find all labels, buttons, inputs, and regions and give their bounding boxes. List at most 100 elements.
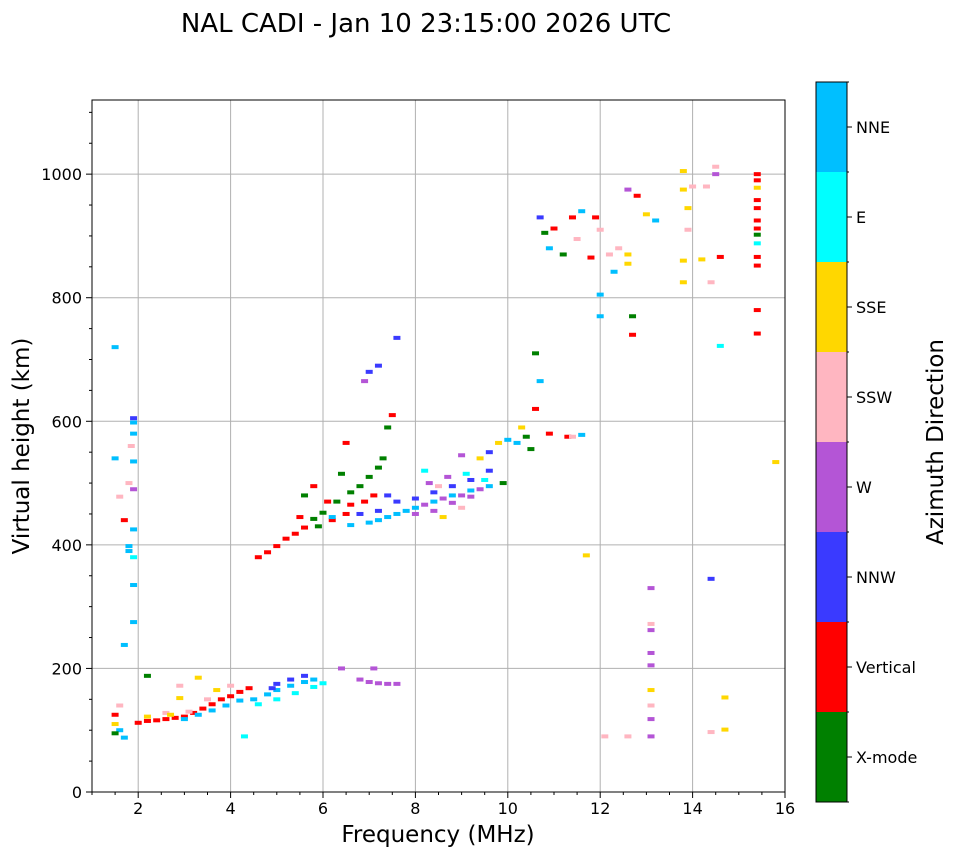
echo-point — [485, 468, 493, 473]
echo-point — [130, 420, 138, 425]
echo-point — [522, 434, 530, 439]
echo-point — [240, 734, 248, 739]
echo-point — [130, 459, 138, 464]
colorbar-label: NNE — [856, 118, 890, 137]
echo-point — [264, 550, 272, 555]
echo-point — [365, 474, 373, 479]
echo-point — [721, 695, 729, 700]
x-axis-label: Frequency (MHz) — [341, 822, 534, 848]
echo-point — [388, 413, 396, 418]
echo-point — [485, 450, 493, 455]
echo-point — [430, 490, 438, 495]
echo-point — [702, 184, 710, 189]
echo-point — [356, 484, 364, 489]
echo-point — [545, 431, 553, 436]
echo-point — [296, 515, 304, 520]
echo-point — [314, 524, 322, 529]
echo-point — [707, 730, 715, 735]
echo-point — [356, 677, 364, 682]
echo-point — [180, 717, 188, 722]
colorbar-label: X-mode — [856, 748, 917, 767]
echo-cluster — [134, 666, 401, 725]
echo-point — [467, 477, 475, 482]
echo-point — [435, 484, 442, 489]
y-tick-label: 0 — [72, 783, 82, 802]
echo-point — [273, 688, 281, 693]
echo-point — [254, 702, 262, 707]
echo-cluster — [111, 345, 138, 740]
echo-point — [633, 193, 641, 198]
echo-point — [125, 549, 133, 554]
echo-point — [679, 187, 687, 192]
plot-background — [92, 100, 785, 792]
colorbar-title: Azimuth Direction — [923, 339, 949, 545]
colorbar-segment — [816, 262, 847, 352]
echo-point — [199, 706, 207, 711]
echo-point — [753, 206, 761, 211]
echo-point — [596, 227, 604, 232]
echo-point — [222, 703, 230, 708]
echo-point — [393, 335, 401, 340]
echo-point — [467, 494, 475, 499]
echo-point — [421, 468, 429, 473]
echo-point — [374, 681, 382, 686]
echo-point — [111, 722, 119, 727]
echo-point — [753, 198, 761, 203]
echo-point — [393, 511, 401, 516]
x-tick-label: 10 — [498, 799, 518, 818]
echo-point — [712, 164, 720, 169]
colorbar-segment — [816, 172, 847, 262]
echo-point — [753, 178, 761, 183]
echo-point — [753, 331, 761, 336]
echo-point — [610, 269, 618, 274]
echo-point — [250, 697, 258, 702]
echo-point — [236, 689, 244, 694]
echo-point — [143, 718, 151, 723]
echo-point — [273, 544, 281, 549]
colorbar-segment — [816, 712, 847, 802]
echo-point — [578, 209, 586, 214]
echo-point — [167, 712, 175, 717]
echo-point — [527, 447, 535, 452]
echo-point — [421, 502, 429, 507]
echo-point — [444, 474, 452, 479]
x-tick-label: 4 — [226, 799, 236, 818]
echo-point — [615, 246, 623, 251]
y-axis-ticks: 0 200 400 600 800 1000 — [41, 111, 92, 802]
echo-point — [361, 379, 369, 384]
echo-point — [365, 520, 373, 525]
echo-point — [171, 715, 179, 720]
echo-point — [573, 237, 581, 242]
echo-point — [536, 215, 544, 220]
echo-point — [310, 684, 318, 689]
colorbar-frame — [815, 81, 848, 803]
echo-point — [684, 206, 692, 211]
echo-point — [462, 471, 470, 476]
echo-point — [753, 226, 761, 231]
echo-point — [578, 432, 586, 437]
echo-point — [753, 185, 761, 190]
echo-point — [647, 628, 655, 633]
echo-point — [448, 493, 456, 498]
echo-point — [342, 511, 350, 516]
echo-point — [384, 425, 392, 430]
echo-point — [301, 673, 309, 678]
echo-point — [374, 465, 382, 470]
echo-point — [120, 735, 128, 740]
echo-point — [111, 456, 119, 461]
echo-point — [204, 697, 211, 702]
echo-point — [130, 431, 138, 436]
echo-point — [624, 261, 632, 266]
echo-point — [411, 505, 419, 510]
echo-point — [629, 332, 637, 337]
echo-point — [319, 681, 327, 686]
colorbar-label: E — [856, 208, 866, 227]
echo-point — [476, 456, 484, 461]
echo-point — [227, 683, 235, 688]
echo-points — [111, 164, 780, 740]
echo-point — [753, 218, 761, 223]
echo-point — [647, 703, 655, 708]
echo-point — [679, 258, 687, 263]
echo-point — [176, 683, 184, 688]
echo-point — [721, 727, 729, 732]
